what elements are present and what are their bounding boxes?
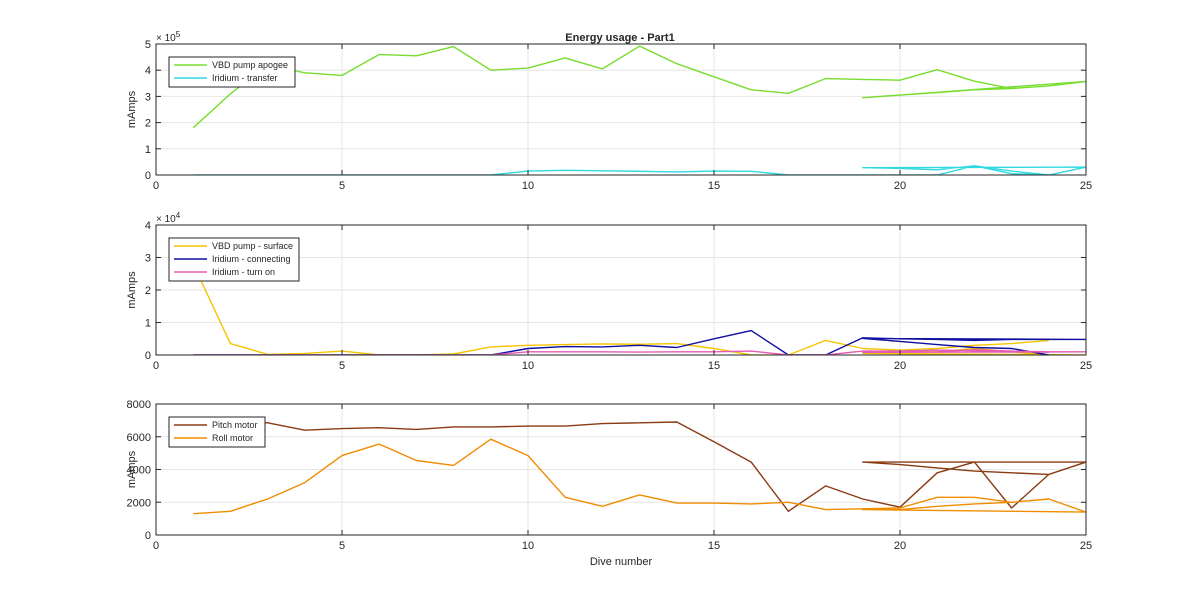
legend-entry-label: Iridium - connecting — [212, 254, 291, 264]
legend — [168, 56, 296, 88]
y-tick-label: 5 — [145, 39, 151, 51]
x-tick-label: 20 — [894, 180, 906, 192]
legend — [168, 416, 266, 448]
series-line-vbd-pump-apogee — [192, 45, 1086, 129]
legend-entry-label: Iridium - turn on — [212, 267, 275, 277]
y-tick-label: 2000 — [127, 497, 151, 509]
x-tick-label: 15 — [708, 180, 720, 192]
x-tick-label: 5 — [339, 540, 345, 552]
x-tick-label: 10 — [522, 540, 534, 552]
figure-title: Energy usage - Part1 — [565, 32, 674, 44]
x-tick-label: 15 — [708, 540, 720, 552]
y-axis-label: mAmps — [126, 271, 138, 309]
series-line-vbd-pump-surface — [192, 263, 1086, 355]
x-tick-label: 10 — [522, 360, 534, 372]
y-tick-label: 1 — [145, 144, 151, 156]
y-exponent-label: × 104 — [156, 211, 181, 225]
y-tick-label: 3 — [145, 253, 151, 265]
y-axis-label: mAmps — [126, 450, 138, 488]
x-tick-label: 25 — [1080, 540, 1092, 552]
y-tick-label: 0 — [145, 170, 151, 182]
bottom-panel-chart: 0 5 10 15 20 25 0 2000 4000 6000 8000 mAmps Dive num… — [126, 399, 1092, 568]
x-axis-label: Dive number — [590, 556, 653, 568]
series-line-pitch-motor — [193, 421, 1086, 512]
series-line-iridium-turn-on — [193, 349, 1086, 355]
x-tick-label: 25 — [1080, 180, 1092, 192]
legend-entry-label: VBD pump - surface — [212, 241, 293, 251]
series-line-iridium-transfer — [193, 165, 1086, 175]
y-tick-label: 4 — [145, 220, 151, 232]
x-tick-label: 10 — [522, 180, 534, 192]
y-tick-label: 6000 — [127, 432, 151, 444]
x-tick-label: 0 — [153, 360, 159, 372]
y-tick-label: 4000 — [127, 465, 151, 477]
x-tick-label: 15 — [708, 360, 720, 372]
y-tick-label: 2 — [145, 118, 151, 130]
x-tick-label: 20 — [894, 360, 906, 372]
top-panel-chart: 0 5 10 15 20 25 0 1 2 3 4 5 × 105 mAmps VBD pump apoge… — [126, 30, 1092, 192]
y-tick-label: 8000 — [127, 399, 151, 411]
series-line-roll-motor — [193, 438, 1086, 515]
x-tick-label: 20 — [894, 540, 906, 552]
legend-entry-label: Iridium - transfer — [212, 73, 278, 83]
legend-entry-label: Pitch motor — [212, 420, 258, 430]
middle-panel-chart: 0 5 10 15 20 25 0 1 2 3 4 × 104 mAmps VBD pump - surf… — [126, 211, 1092, 372]
x-tick-label: 0 — [153, 540, 159, 552]
y-tick-label: 1 — [145, 318, 151, 330]
legend-entry-label: VBD pump apogee — [212, 60, 288, 70]
legend-entry-label: Roll motor — [212, 433, 253, 443]
x-tick-label: 25 — [1080, 360, 1092, 372]
x-tick-label: 5 — [339, 360, 345, 372]
y-tick-label: 3 — [145, 91, 151, 103]
y-tick-label: 2 — [145, 285, 151, 297]
y-tick-label: 4 — [145, 65, 151, 77]
series-line-iridium-connecting — [193, 329, 1086, 355]
axes-background — [155, 43, 1087, 176]
y-axis-label: mAmps — [126, 90, 138, 128]
y-tick-label: 0 — [145, 350, 151, 362]
axes-frame — [155, 43, 1087, 176]
y-tick-label: 0 — [145, 530, 151, 542]
y-exponent-label: × 105 — [156, 30, 181, 44]
x-tick-label: 5 — [339, 180, 345, 192]
x-tick-label: 0 — [153, 180, 159, 192]
